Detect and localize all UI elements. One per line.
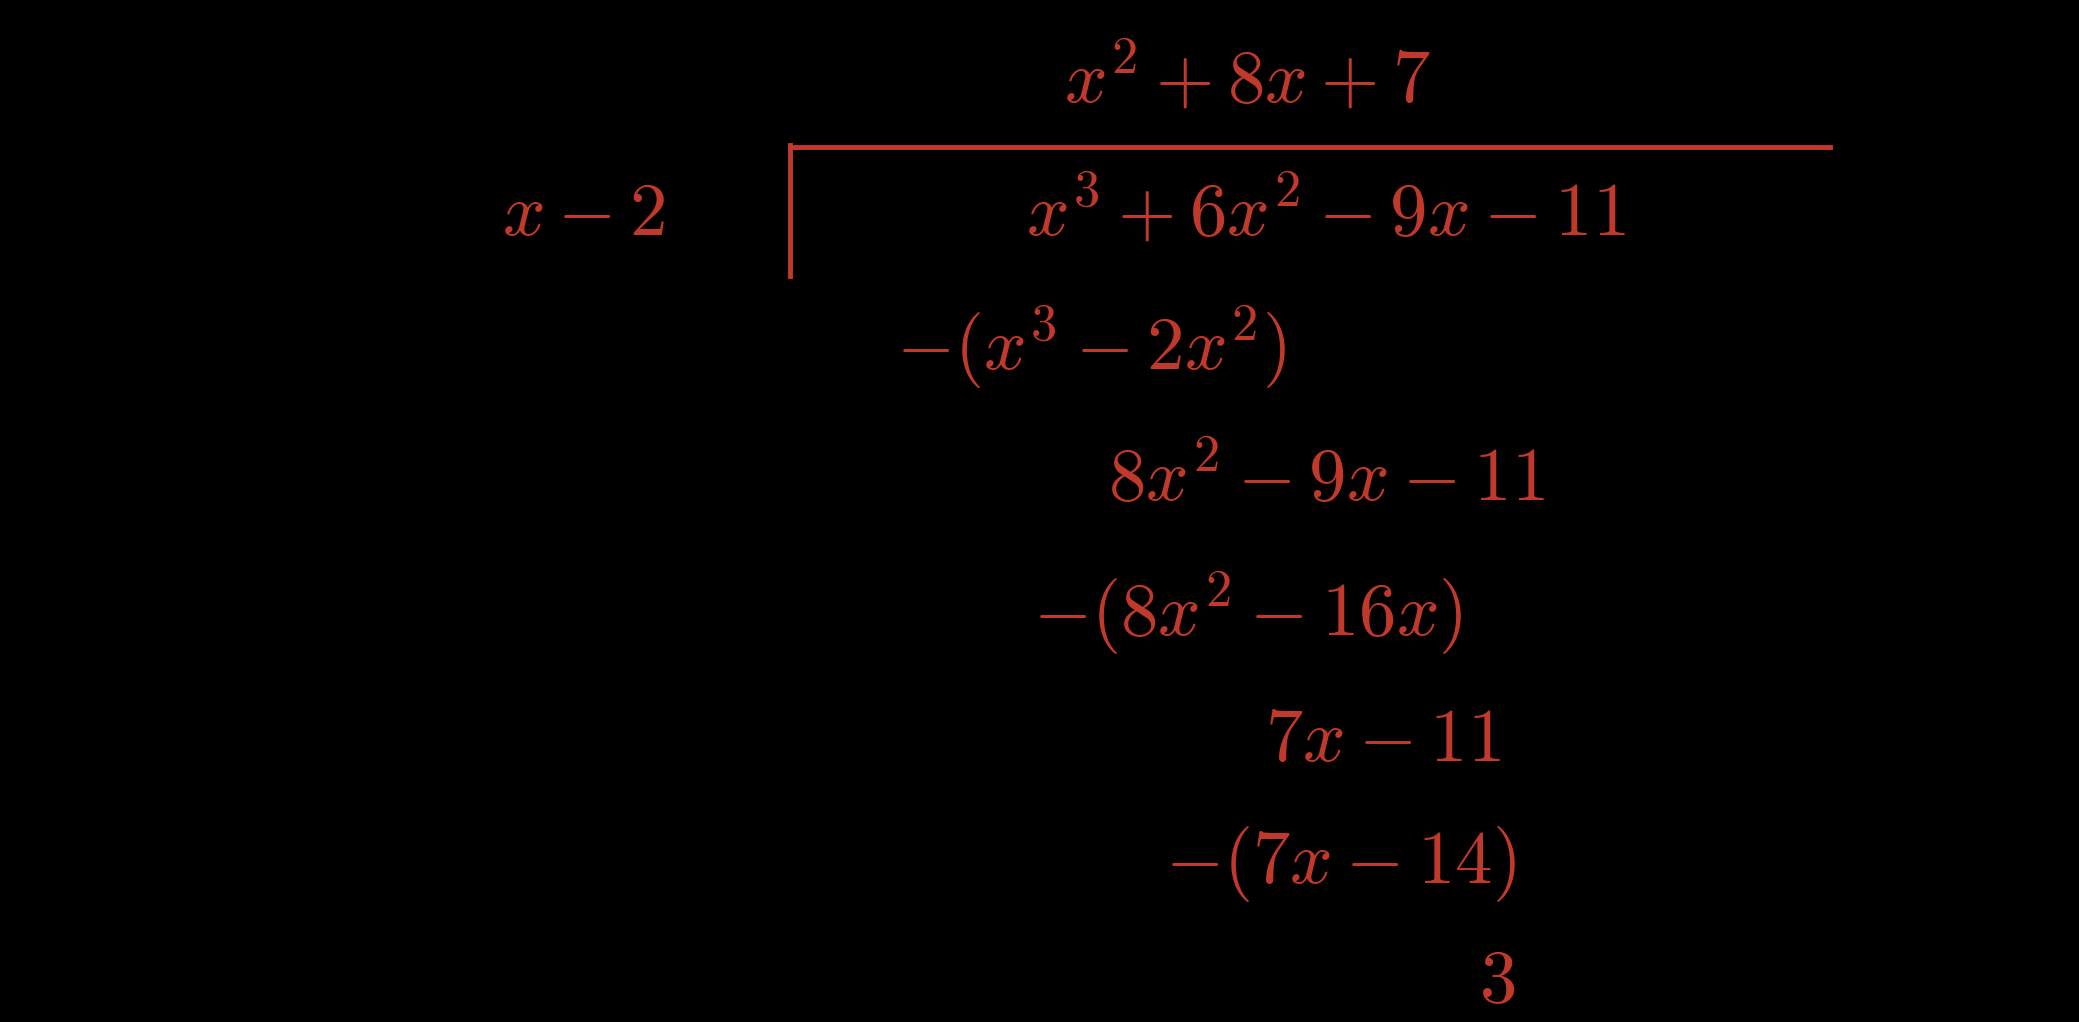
Text: $-(x^3 - 2x^2)$: $-(x^3 - 2x^2)$	[896, 304, 1287, 391]
Text: $-(8x^2 - 16x)$: $-(8x^2 - 16x)$	[1033, 569, 1462, 657]
Text: $x^2 + 8x + 7$: $x^2 + 8x + 7$	[1064, 45, 1430, 119]
Text: $-(7x - 14)$: $-(7x - 14)$	[1166, 824, 1516, 903]
Text: $8x^2 - 9x - 11$: $8x^2 - 9x - 11$	[1108, 444, 1545, 517]
Text: $x^3 + 6x^2 - 9x - 11$: $x^3 + 6x^2 - 9x - 11$	[1027, 178, 1626, 251]
Text: $x - 2$: $x - 2$	[503, 178, 665, 251]
Text: $3$: $3$	[1478, 944, 1516, 1018]
Text: $7x - 11$: $7x - 11$	[1264, 704, 1501, 778]
